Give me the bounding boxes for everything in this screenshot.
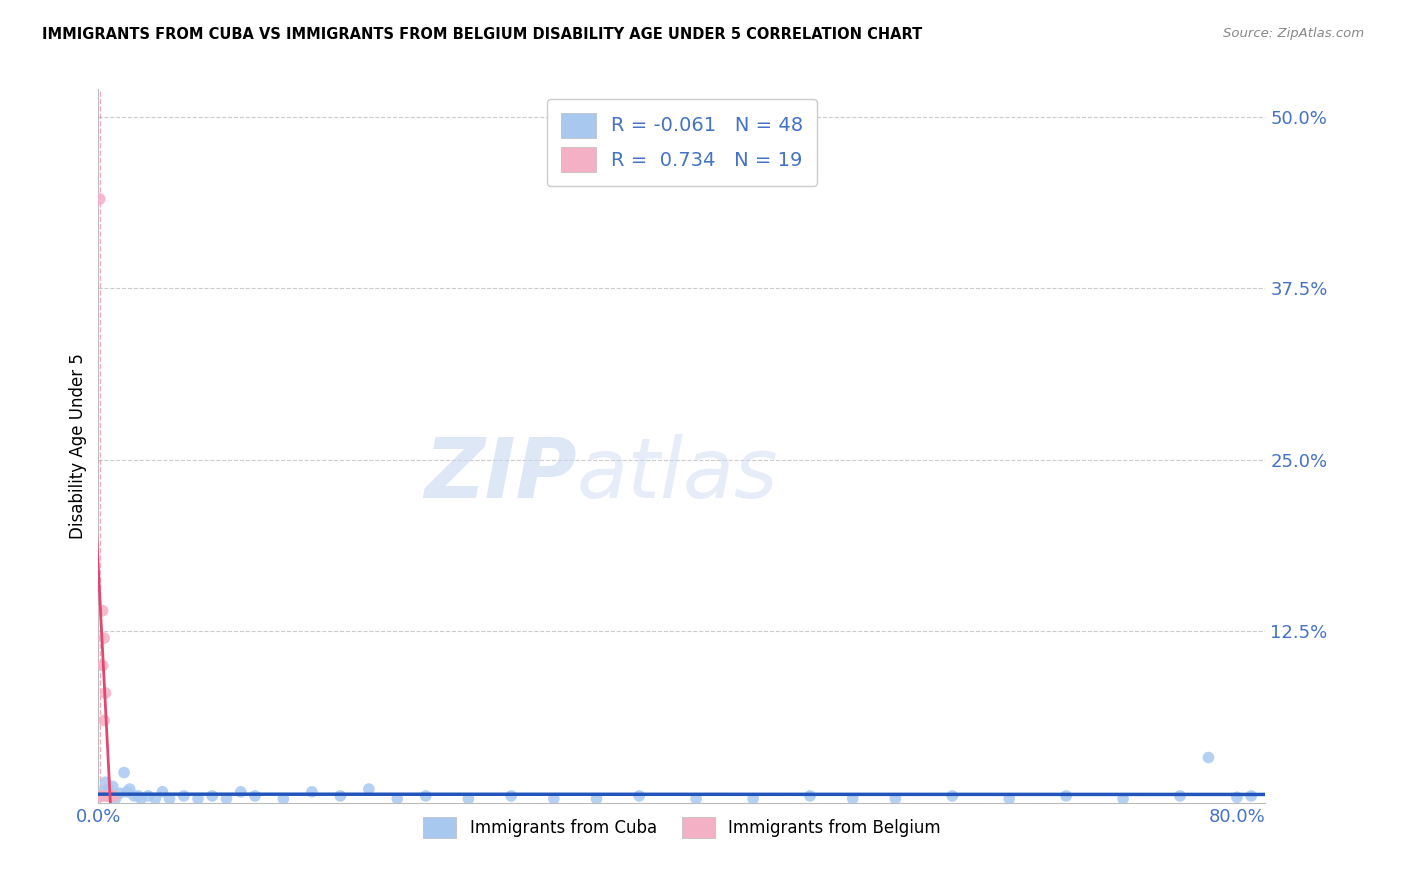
Point: [91, 658, 114, 673]
Point: [1054, 789, 1077, 803]
Point: [457, 791, 479, 805]
Point: [115, 785, 138, 799]
Text: atlas: atlas: [576, 434, 779, 515]
Point: [628, 789, 651, 803]
Point: [387, 791, 409, 805]
Point: [187, 791, 209, 805]
Point: [799, 789, 821, 803]
Point: [94, 775, 117, 789]
Text: ZIP: ZIP: [425, 434, 576, 515]
Point: [90, 789, 112, 803]
Point: [90, 789, 112, 803]
Point: [201, 789, 224, 803]
Point: [1168, 789, 1191, 803]
Point: [329, 789, 352, 803]
Point: [173, 789, 195, 803]
Point: [159, 791, 181, 805]
Point: [89, 192, 111, 206]
Point: [127, 789, 149, 803]
Point: [94, 789, 117, 803]
Point: [1198, 750, 1220, 764]
Point: [101, 789, 124, 803]
Point: [1240, 789, 1263, 803]
Y-axis label: Disability Age Under 5: Disability Age Under 5: [69, 353, 87, 539]
Point: [97, 789, 120, 803]
Point: [96, 789, 118, 803]
Text: Source: ZipAtlas.com: Source: ZipAtlas.com: [1223, 27, 1364, 40]
Point: [301, 785, 323, 799]
Point: [215, 791, 238, 805]
Point: [100, 789, 122, 803]
Point: [118, 782, 141, 797]
Point: [98, 789, 121, 803]
Point: [884, 791, 907, 805]
Point: [152, 785, 174, 799]
Point: [112, 765, 135, 780]
Point: [100, 789, 122, 803]
Point: [357, 782, 380, 797]
Point: [97, 782, 120, 797]
Point: [273, 791, 295, 805]
Point: [94, 686, 117, 700]
Point: [501, 789, 523, 803]
Point: [143, 791, 166, 805]
Point: [129, 791, 152, 805]
Point: [98, 789, 121, 803]
Point: [543, 791, 565, 805]
Point: [685, 791, 707, 805]
Point: [108, 786, 131, 800]
Point: [841, 791, 863, 805]
Point: [104, 791, 127, 805]
Point: [1226, 790, 1249, 805]
Point: [941, 789, 963, 803]
Legend: Immigrants from Cuba, Immigrants from Belgium: Immigrants from Cuba, Immigrants from Be…: [416, 811, 948, 845]
Point: [243, 789, 266, 803]
Point: [90, 789, 112, 803]
Point: [91, 604, 114, 618]
Point: [585, 791, 607, 805]
Point: [93, 631, 115, 645]
Point: [136, 789, 159, 803]
Point: [122, 789, 145, 803]
Point: [93, 714, 115, 728]
Point: [97, 789, 120, 803]
Point: [1112, 791, 1135, 805]
Point: [998, 791, 1021, 805]
Point: [96, 789, 118, 803]
Text: IMMIGRANTS FROM CUBA VS IMMIGRANTS FROM BELGIUM DISABILITY AGE UNDER 5 CORRELATI: IMMIGRANTS FROM CUBA VS IMMIGRANTS FROM …: [42, 27, 922, 42]
Point: [229, 785, 252, 799]
Point: [91, 785, 114, 799]
Point: [415, 789, 437, 803]
Point: [101, 780, 124, 794]
Point: [742, 791, 765, 805]
Point: [98, 789, 121, 803]
Point: [103, 789, 125, 803]
